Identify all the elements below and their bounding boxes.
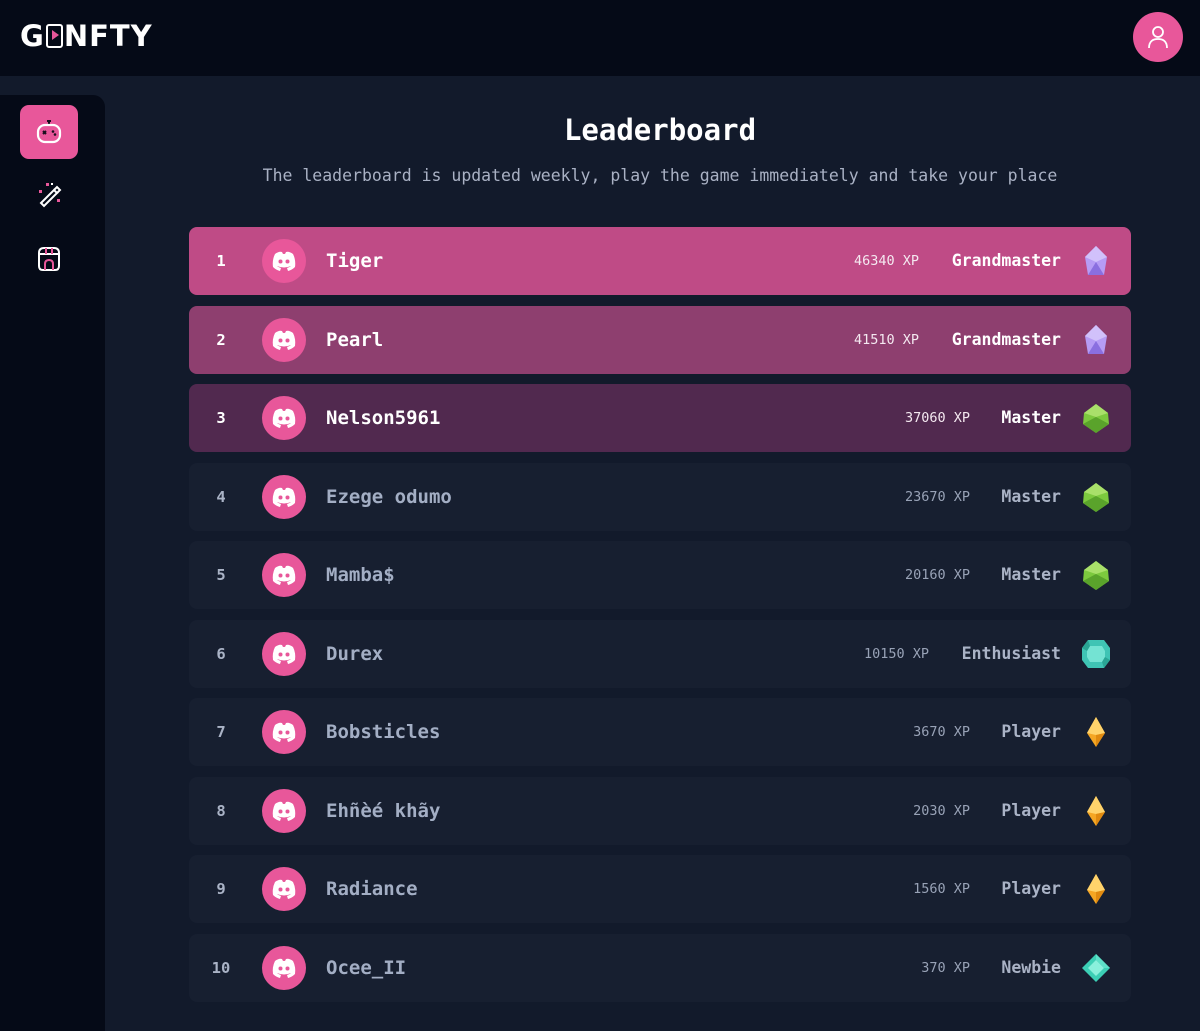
player-name: Durex: [326, 643, 384, 665]
avatar: [262, 396, 306, 440]
discord-icon: [272, 879, 296, 899]
leaderboard-row[interactable]: 6 Durex 10150 XP Enthusiast: [189, 620, 1131, 688]
avatar: [262, 710, 306, 754]
discord-icon: [272, 644, 296, 664]
avatar: [262, 553, 306, 597]
tier-label: Master: [1001, 487, 1061, 506]
tier-label: Player: [1001, 879, 1061, 898]
green-gem-icon: [1083, 561, 1109, 590]
top-bar: G NFTY: [0, 0, 1200, 76]
avatar: [262, 475, 306, 519]
page-title: Leaderboard: [563, 113, 757, 147]
rank-number: 1: [216, 252, 226, 270]
player-name: Radiance: [326, 878, 418, 900]
tier-label: Grandmaster: [951, 251, 1061, 270]
store-icon: [38, 247, 60, 271]
magic-wand-icon: [39, 183, 62, 208]
player-name: Ehñèé khãy: [326, 800, 441, 822]
rank-number: 5: [216, 566, 226, 584]
player-name: Ezege odumo: [326, 486, 452, 508]
game-controller-icon: [36, 120, 62, 144]
page-subtitle: The leaderboard is updated weekly, play …: [262, 166, 1058, 185]
player-name: Tiger: [326, 250, 384, 272]
rank-number: 3: [216, 409, 226, 427]
discord-icon: [272, 801, 296, 821]
rank-number: 9: [216, 880, 226, 898]
green-gem-icon: [1083, 404, 1109, 433]
leaderboard-row[interactable]: 2 Pearl 41510 XP Grandmaster: [189, 306, 1131, 374]
leaderboard-row[interactable]: 4 Ezege odumo 23670 XP Master: [189, 463, 1131, 531]
rank-number: 8: [216, 802, 226, 820]
player-name: Pearl: [326, 329, 384, 351]
logo-text-left: G: [20, 19, 45, 53]
xp-value: 1560 XP: [913, 881, 970, 897]
avatar: [262, 632, 306, 676]
discord-icon: [272, 565, 296, 585]
sidebar: [0, 95, 105, 1031]
tier-label: Master: [1001, 565, 1061, 584]
discord-icon: [272, 408, 296, 428]
xp-value: 46340 XP: [853, 253, 919, 269]
tier-label: Player: [1001, 801, 1061, 820]
leaderboard-row[interactable]: 9 Radiance 1560 XP Player: [189, 855, 1131, 923]
avatar: [262, 318, 306, 362]
tier-label: Player: [1001, 722, 1061, 741]
sidebar-item-games[interactable]: [20, 105, 78, 159]
discord-icon: [272, 487, 296, 507]
player-name: Ocee_II: [326, 957, 407, 979]
leaderboard-row[interactable]: 1 Tiger 46340 XP Grandmaster: [189, 227, 1131, 295]
green-gem-icon: [1083, 483, 1109, 512]
rank-number: 10: [211, 959, 231, 977]
orange-gem-icon: [1087, 874, 1105, 904]
xp-value: 41510 XP: [853, 332, 919, 348]
user-icon: [1148, 26, 1168, 49]
discord-icon: [272, 958, 296, 978]
xp-value: 2030 XP: [913, 803, 970, 819]
rank-number: 7: [216, 723, 226, 741]
xp-value: 37060 XP: [904, 410, 970, 426]
logo-text-right: NFTY: [63, 19, 153, 53]
discord-icon: [272, 330, 296, 350]
purple-gem-icon: [1085, 246, 1107, 275]
xp-value: 370 XP: [921, 960, 970, 976]
xp-value: 10150 XP: [863, 646, 929, 662]
tier-label: Master: [1001, 408, 1061, 427]
orange-gem-icon: [1087, 717, 1105, 747]
leaderboard-row[interactable]: 5 Mamba$ 20160 XP Master: [189, 541, 1131, 609]
rank-number: 4: [216, 488, 226, 506]
rank-number: 2: [216, 331, 226, 349]
xp-value: 23670 XP: [904, 489, 970, 505]
teal-gem-icon: [1082, 640, 1110, 668]
tier-label: Newbie: [1001, 958, 1061, 977]
leaderboard-row[interactable]: 10 Ocee_II 370 XP Newbie: [189, 934, 1131, 1002]
xp-value: 3670 XP: [913, 724, 970, 740]
tier-label: Grandmaster: [951, 330, 1061, 349]
leaderboard-row[interactable]: 3 Nelson5961 37060 XP Master: [189, 384, 1131, 452]
logo[interactable]: G NFTY: [20, 19, 153, 53]
sidebar-item-create[interactable]: [20, 167, 78, 221]
player-name: Mamba$: [326, 564, 395, 586]
xp-value: 20160 XP: [904, 567, 970, 583]
avatar: [262, 239, 306, 283]
purple-gem-icon: [1085, 325, 1107, 354]
sidebar-item-store[interactable]: [20, 232, 78, 286]
leaderboard-row[interactable]: 7 Bobsticles 3670 XP Player: [189, 698, 1131, 766]
player-name: Bobsticles: [326, 721, 441, 743]
discord-icon: [272, 722, 296, 742]
play-icon: [45, 24, 63, 48]
tier-label: Enthusiast: [961, 644, 1061, 663]
orange-gem-icon: [1087, 796, 1105, 826]
avatar: [262, 867, 306, 911]
rank-number: 6: [216, 645, 226, 663]
avatar: [262, 789, 306, 833]
avatar: [262, 946, 306, 990]
discord-icon: [272, 251, 296, 271]
cyan-gem-icon: [1082, 954, 1110, 982]
profile-button[interactable]: [1133, 12, 1183, 62]
player-name: Nelson5961: [326, 407, 441, 429]
leaderboard-row[interactable]: 8 Ehñèé khãy 2030 XP Player: [189, 777, 1131, 845]
